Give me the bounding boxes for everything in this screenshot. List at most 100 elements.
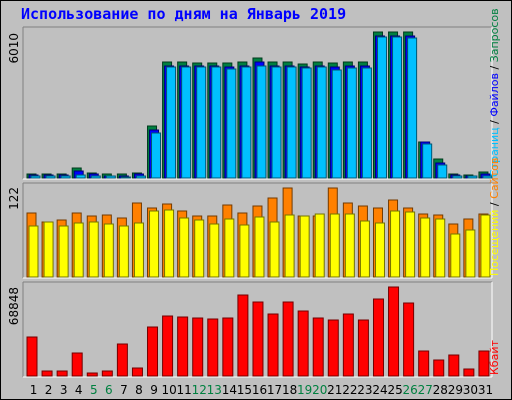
x-label-day-4: 4 [75,383,83,397]
bar-requests-series2-day13 [211,66,222,179]
legend-entry: Страниц [488,127,501,177]
bar-visits-series1-day13 [209,223,220,278]
bar-requests-series2-day1 [30,175,41,179]
bar-requests-series2-day3 [60,175,71,179]
x-label-day-12: 12 [192,383,207,397]
bar-requests-series2-day14 [226,68,237,179]
bar-requests-series2-day7 [120,176,131,179]
y-max-label: 122 [7,187,21,210]
bar-requests-series2-day8 [135,175,146,179]
x-label-day-7: 7 [120,383,128,397]
chart-title: Использование по дням на Январь 2019 [21,5,347,23]
bar-visits-series1-day11 [179,217,190,278]
bar-visits-series1-day30 [465,229,476,278]
bar-visits-series1-day10 [164,209,175,278]
x-label-day-3: 3 [60,383,68,397]
y-max-label: 68848 [7,287,21,325]
x-label-day-6: 6 [105,383,113,397]
bar-visits-series1-day20 [314,213,325,278]
x-label-day-1: 1 [30,383,38,397]
x-label-day-22: 22 [342,383,357,397]
legend-visits: Посещений / Сайтов [488,158,501,276]
bar-visits-series1-day28 [435,218,446,278]
x-label-day-31: 31 [478,383,493,397]
bar-visits-series1-day21 [329,213,340,278]
bar-requests-series2-day19 [301,67,312,179]
legend-entry: / [488,199,501,210]
legend-entry: / [488,62,501,73]
bar-visits-series1-day29 [450,233,461,278]
x-label-day-11: 11 [177,383,192,397]
bar-kbytes-series0-day24 [372,298,384,377]
bar-requests-series2-day6 [105,175,116,179]
bar-visits-series1-day24 [374,222,385,278]
bar-requests-series2-day27 [422,143,433,179]
bar-visits-series1-day22 [344,213,355,278]
bar-visits-series1-day5 [88,221,99,278]
bar-requests-series2-day10 [166,66,177,179]
bar-visits-series1-day23 [359,220,370,278]
legend-requests: Страниц / Файлов / Запросов [488,8,501,177]
legend-entry: Запросов [488,8,501,62]
legend-entry: Посещений [488,210,501,276]
bar-requests-series2-day4 [75,174,86,179]
bar-kbytes-series0-day30 [463,368,475,377]
bar-kbytes-series0-day14 [222,317,234,377]
bar-requests-series2-day15 [241,66,252,179]
x-label-day-21: 21 [327,383,342,397]
bar-requests-series2-day28 [437,164,448,179]
bar-requests-series2-day20 [316,66,327,179]
x-label-day-24: 24 [372,383,387,397]
bar-visits-series1-day19 [299,215,310,278]
bar-kbytes-series0-day15 [237,294,249,377]
bar-kbytes-series0-day6 [101,370,113,377]
bar-visits-series1-day18 [284,214,295,278]
x-label-day-8: 8 [135,383,143,397]
bar-visits-series1-day2 [43,221,54,278]
bar-visits-series1-day26 [405,211,416,278]
legend-entry: Сайтов [488,158,501,199]
x-label-day-23: 23 [357,383,372,397]
bar-visits-series1-day4 [73,222,84,278]
bar-visits-series1-day31 [480,214,491,278]
bar-kbytes-series0-day5 [86,372,98,377]
bar-kbytes-series0-day16 [252,301,264,377]
x-label-day-25: 25 [387,383,402,397]
bar-kbytes-series0-day19 [297,310,309,377]
bar-visits-series1-day9 [149,210,160,278]
legend-entry: / [488,117,501,128]
bar-visits-series1-day3 [58,225,69,278]
x-label-day-14: 14 [222,383,237,397]
x-label-day-28: 28 [433,383,448,397]
bar-kbytes-series0-day7 [116,343,128,377]
bar-requests-series2-day17 [271,66,282,179]
x-label-day-19: 19 [297,383,312,397]
bar-requests-series2-day25 [392,36,403,179]
bar-requests-series2-day18 [286,66,297,179]
x-label-day-18: 18 [282,383,297,397]
x-label-day-30: 30 [463,383,478,397]
bar-kbytes-series0-day11 [177,316,189,377]
bar-requests-series2-day23 [361,67,372,179]
bar-requests-series2-day22 [346,67,357,179]
bar-visits-series1-day27 [420,217,431,278]
bar-kbytes-series0-day17 [267,313,279,377]
x-label-day-13: 13 [207,383,222,397]
bar-kbytes-series0-day12 [192,317,204,377]
bar-kbytes-series0-day20 [312,317,324,377]
y-max-label: 6010 [7,33,21,64]
bar-kbytes-series0-day25 [388,286,400,377]
x-label-day-2: 2 [45,383,53,397]
bar-requests-series2-day29 [452,175,463,179]
bar-kbytes-series0-day28 [433,359,445,377]
bar-requests-series2-day16 [256,65,267,179]
bar-requests-series2-day2 [45,175,56,179]
legend-kbytes: Кбайт [488,340,501,375]
bar-kbytes-series0-day8 [131,367,143,377]
bar-kbytes-series0-day1 [26,336,38,377]
x-label-day-15: 15 [237,383,252,397]
x-label-day-17: 17 [267,383,282,397]
bar-kbytes-series0-day4 [71,352,83,377]
bar-visits-series1-day12 [194,219,205,278]
